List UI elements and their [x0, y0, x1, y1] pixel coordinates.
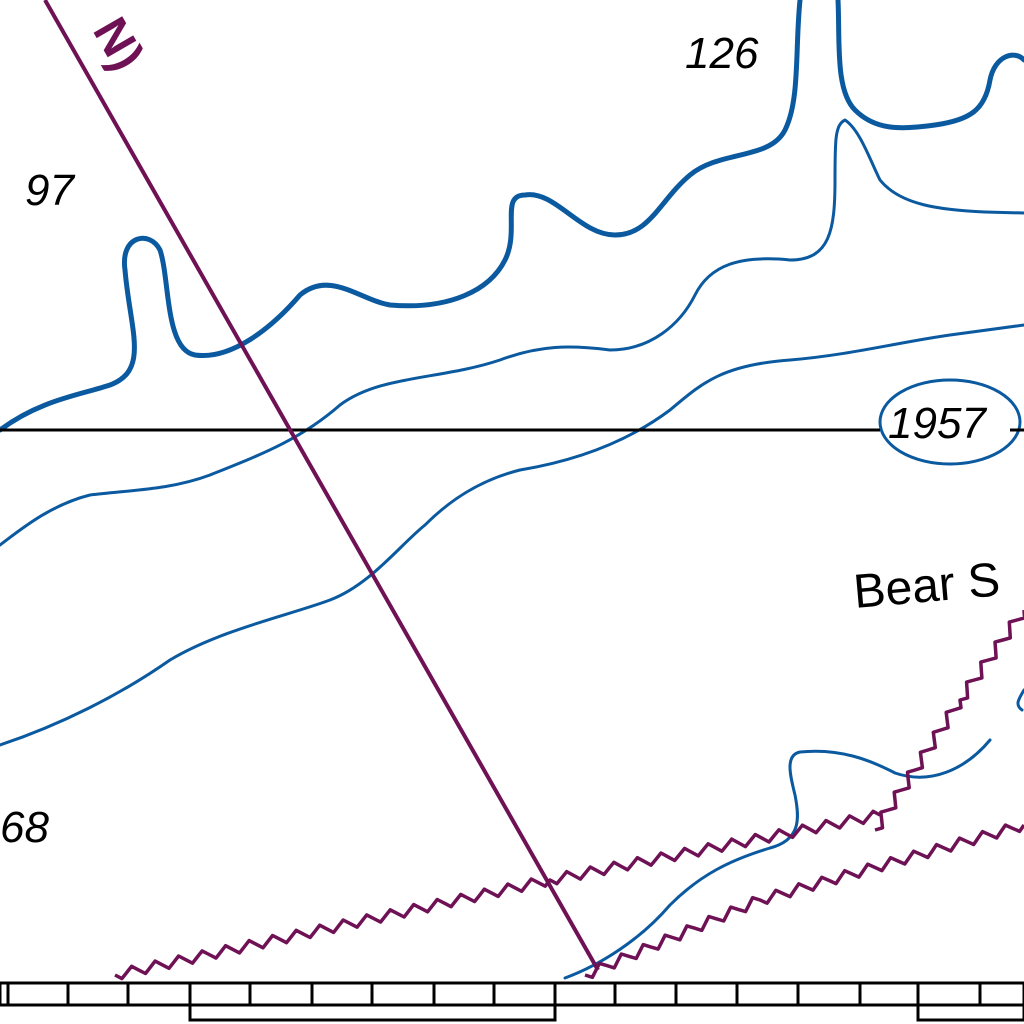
contour-lines-minor — [0, 118, 1024, 980]
contour-line — [563, 738, 992, 980]
contour-line — [835, 0, 1024, 131]
place-label: Bear S — [851, 553, 1002, 619]
scale-bar-frame — [0, 981, 1024, 1007]
depth-label: 68 — [0, 803, 49, 852]
wavy-route-line — [584, 823, 1024, 980]
wavy-route-lines — [114, 610, 1024, 981]
year-label-oval — [878, 378, 1022, 466]
wavy-route-line — [114, 809, 881, 981]
contour-line — [0, 118, 1024, 547]
route-label: N) — [82, 9, 153, 79]
contour-lines-major — [0, 0, 1024, 433]
route-line — [43, 0, 600, 971]
contour-line — [1016, 688, 1024, 712]
depth-label: 126 — [685, 29, 759, 78]
year-label: 1957 — [888, 399, 987, 448]
depth-label: 97 — [25, 166, 75, 215]
wavy-route-line — [874, 610, 1024, 832]
contour-line — [0, 323, 1024, 747]
scale-bar-bracket — [916, 1005, 1024, 1022]
scale-bar — [0, 981, 1024, 1022]
contour-line — [0, 0, 803, 433]
scale-bar-bracket — [188, 1005, 557, 1022]
